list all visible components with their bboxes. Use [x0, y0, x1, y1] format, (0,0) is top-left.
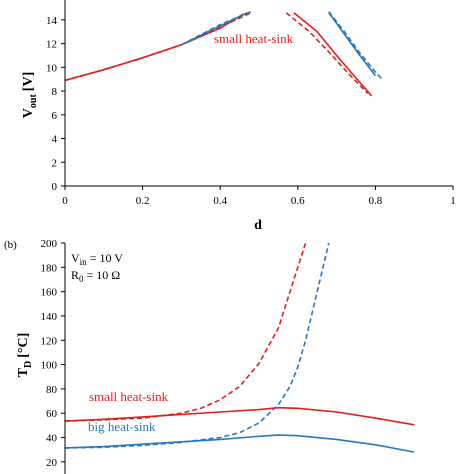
panel-b-y-tick-label: 180: [41, 262, 58, 274]
panel-b-y-tick-label: 160: [41, 287, 58, 299]
panel-a-ticks: 0 2 4 6 8 10 12 14 0 0.2 0.4 0.6 0.8 1: [46, 15, 456, 207]
panel-a-x-axis-label: d: [254, 218, 262, 233]
panel-b-y-tick-label: 140: [41, 311, 58, 323]
panel-a-annotation-small-heat-sink: small heat-sink: [214, 31, 294, 46]
panel-b-y-tick-label: 80: [46, 384, 58, 396]
panel-a-x-tick-label: 0.8: [369, 195, 383, 207]
panel-b-y-tick-label: 120: [41, 335, 58, 347]
panel-a-series-line-8: [328, 11, 384, 81]
panel-a-y-tick-label: 2: [52, 157, 58, 169]
panel-b-lines: [65, 243, 415, 453]
panel-b-y-axis-label: TD[°C]: [16, 333, 34, 378]
panel-b-y-tick-label: 60: [46, 408, 58, 420]
panel-b-annotation-small-heat-sink: small heat-sink: [89, 389, 169, 404]
panel-a-y-axis-label: Vout[V]: [21, 72, 39, 118]
panel-b-ticks: 20 40 60 80 100 120 140 160 180 200: [41, 238, 65, 469]
panel-a-y-tick-label: 10: [46, 62, 58, 74]
panel-a-x-tick-label: 0.4: [213, 195, 227, 207]
panel-a-y-tick-label: 4: [52, 134, 58, 146]
panel-a-series-line-5: [293, 12, 373, 97]
panel-b-annotation-big-heat-sink: big heat-sink: [88, 419, 156, 434]
panel-b: 20 40 60 80 100 120 140 160 180 200 (b) TD[°C] Vi…: [4, 238, 415, 474]
param-r0: R0 = 10 Ω: [71, 268, 120, 284]
param-vin: Vin = 10 V: [71, 251, 123, 267]
panel-a-y-tick-label: 8: [52, 86, 58, 98]
panel-a-series-line-3: [181, 11, 248, 46]
panel-a-series-line-7: [328, 12, 377, 77]
panel-a-y-tick-label: 6: [52, 110, 58, 122]
panel-a-lines: [65, 10, 384, 97]
panel-a-x-tick-label: 1: [450, 195, 456, 207]
panel-a-y-tick-label: 0: [52, 181, 58, 193]
panel-a-series-line-6: [285, 12, 369, 94]
panel-a-y-tick-label: 14: [46, 15, 58, 27]
panel-a: 0 2 4 6 8 10 12 14 0 0.2 0.4 0.6 0.8 1 d Vout[V] smal…: [21, 0, 456, 233]
panel-a-x-tick-label: 0: [62, 195, 68, 207]
panel-b-y-tick-label: 100: [41, 360, 58, 372]
panel-a-x-tick-label: 0.2: [136, 195, 150, 207]
panel-b-y-tick-label: 40: [46, 433, 58, 445]
panel-a-series-line-2: [65, 11, 252, 82]
panel-a-y-tick-label: 12: [46, 39, 57, 51]
panel-a-series-line-1: [65, 13, 244, 82]
panel-a-x-tick-label: 0.6: [291, 195, 305, 207]
panel-b-series-line-2: [65, 434, 415, 453]
panel-b-y-tick-label: 20: [46, 457, 58, 469]
panel-b-y-tick-label: 200: [41, 238, 58, 250]
panel-a-axes: [64, 0, 453, 187]
panel-b-series-line-1: [65, 406, 415, 426]
panel-b-label: (b): [4, 239, 17, 251]
panel-b-series-line-3: [65, 243, 307, 422]
panel-a-series-line-4: [181, 10, 252, 46]
